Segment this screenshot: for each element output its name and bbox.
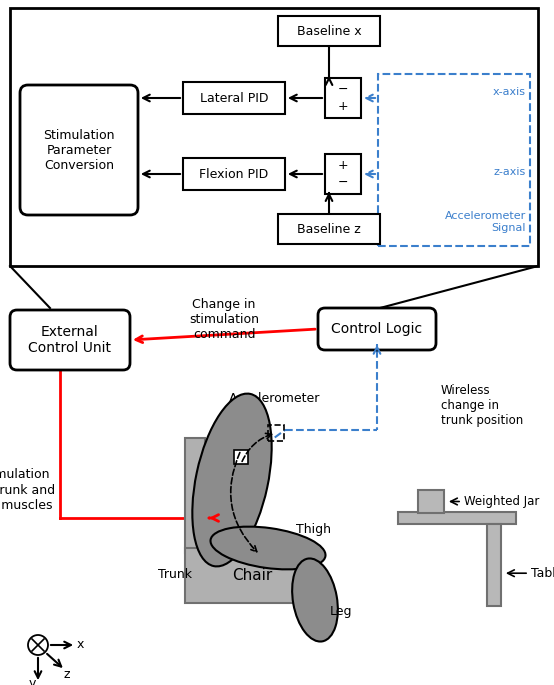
FancyBboxPatch shape bbox=[20, 85, 138, 215]
Ellipse shape bbox=[192, 394, 271, 566]
Text: Chair: Chair bbox=[232, 568, 273, 583]
Text: External
Control Unit: External Control Unit bbox=[28, 325, 111, 355]
Text: Lateral PID: Lateral PID bbox=[200, 92, 268, 105]
FancyBboxPatch shape bbox=[318, 308, 436, 350]
Text: Thigh: Thigh bbox=[296, 523, 331, 536]
Bar bbox=[183, 82, 285, 114]
Text: Trunk: Trunk bbox=[158, 569, 192, 582]
Text: Accelerometer: Accelerometer bbox=[229, 392, 321, 405]
Bar bbox=[487, 524, 501, 606]
Bar bbox=[325, 154, 361, 194]
Text: +: + bbox=[338, 159, 348, 172]
Text: +: + bbox=[338, 100, 348, 113]
Text: Weighted Jar: Weighted Jar bbox=[464, 495, 540, 508]
Text: Stimulation
to trunk and
hip muscles: Stimulation to trunk and hip muscles bbox=[0, 469, 55, 512]
Bar bbox=[268, 425, 284, 441]
Text: z: z bbox=[64, 667, 70, 680]
Text: Leg: Leg bbox=[330, 606, 352, 619]
Text: −: − bbox=[338, 176, 348, 189]
Text: Table: Table bbox=[531, 566, 554, 580]
Bar bbox=[185, 548, 320, 603]
Ellipse shape bbox=[211, 527, 326, 569]
Text: Change in
stimulation
command: Change in stimulation command bbox=[189, 297, 259, 340]
Text: Accelerometer
Signal: Accelerometer Signal bbox=[445, 211, 526, 233]
Bar bbox=[325, 78, 361, 118]
Text: Baseline z: Baseline z bbox=[297, 223, 361, 236]
Text: Control Logic: Control Logic bbox=[331, 322, 423, 336]
Text: Stimulation
Parameter
Conversion: Stimulation Parameter Conversion bbox=[43, 129, 115, 171]
Text: Wireless
change in
trunk position: Wireless change in trunk position bbox=[441, 384, 523, 427]
Text: Flexion PID: Flexion PID bbox=[199, 168, 269, 181]
Bar bbox=[278, 214, 380, 244]
FancyBboxPatch shape bbox=[10, 310, 130, 370]
Text: y: y bbox=[28, 677, 35, 685]
Bar bbox=[234, 450, 248, 464]
Text: Baseline x: Baseline x bbox=[297, 25, 361, 38]
Circle shape bbox=[28, 635, 48, 655]
Text: x-axis: x-axis bbox=[493, 87, 526, 97]
Bar bbox=[278, 16, 380, 46]
Bar bbox=[418, 490, 444, 513]
Bar bbox=[398, 512, 516, 524]
Text: z-axis: z-axis bbox=[494, 167, 526, 177]
Text: x: x bbox=[76, 638, 84, 651]
Bar bbox=[183, 158, 285, 190]
Bar bbox=[378, 74, 530, 246]
Ellipse shape bbox=[292, 558, 338, 642]
Bar bbox=[185, 438, 205, 553]
Text: −: − bbox=[338, 83, 348, 96]
Bar bbox=[10, 8, 538, 266]
